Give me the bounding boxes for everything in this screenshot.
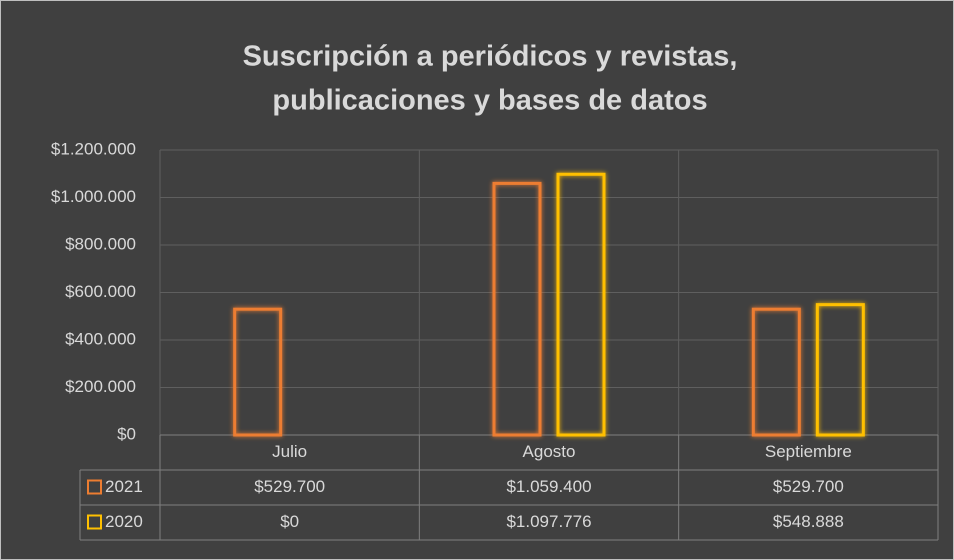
bar [815,303,865,437]
y-tick-label: $800.000 [65,234,136,253]
y-tick-label: $600.000 [65,282,136,301]
table-value: $0 [280,512,299,531]
y-tick-label: $400.000 [65,329,136,348]
y-tick-label: $1.200.000 [51,139,136,158]
table-value: $548.888 [773,512,844,531]
table-value: $529.700 [254,477,325,496]
category-label: Agosto [523,442,576,461]
table-value: $529.700 [773,477,844,496]
legend-label: 2021 [105,477,143,496]
table-value: $1.059.400 [506,477,591,496]
legend-key [87,514,102,530]
legend-label: 2020 [105,512,143,531]
bar [556,172,606,437]
chart-title: Suscripción a periódicos y revistas, [243,41,738,73]
bar [751,307,801,437]
bar [492,181,542,437]
bar [233,307,283,437]
chart-title: publicaciones y bases de datos [272,85,707,117]
legend-key [87,479,102,495]
table-value: $1.097.776 [506,512,591,531]
y-tick-label: $0 [117,424,136,443]
category-label: Julio [272,442,307,461]
y-tick-label: $1.000.000 [51,187,136,206]
y-tick-label: $200.000 [65,377,136,396]
category-label: Septiembre [765,442,852,461]
